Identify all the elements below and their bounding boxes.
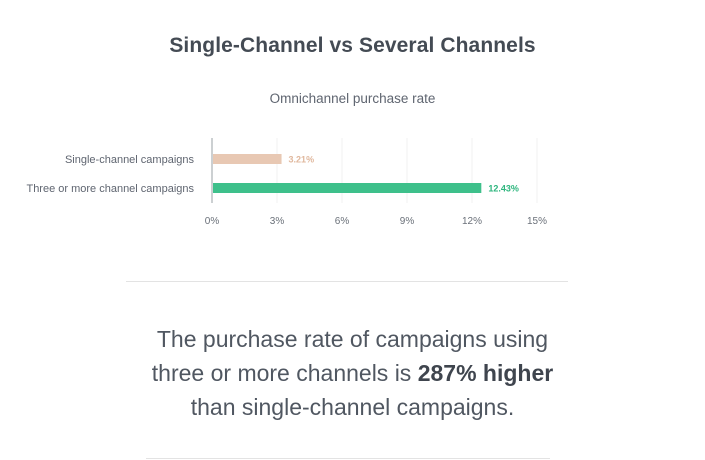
data-label: 3.21% <box>289 155 315 165</box>
bar <box>213 154 282 164</box>
statement-line-3: than single-channel campaigns. <box>190 394 515 420</box>
statement-line-2-text: three or more channels is <box>151 360 418 386</box>
summary-statement: The purchase rate of campaigns using thr… <box>0 322 705 424</box>
x-tick-label: 0% <box>205 216 220 227</box>
x-tick-label: 3% <box>270 216 285 227</box>
x-tick-label: 9% <box>400 216 415 227</box>
statement-highlight: 287% higher <box>417 360 554 386</box>
statement-line-1: The purchase rate of campaigns using <box>156 326 549 352</box>
bar-chart: Single-channel campaigns 3.21% Three or mo… <box>26 138 547 227</box>
statement-line-2: three or more channels is 287% higher <box>0 356 705 390</box>
category-label: Three or more channel campaigns <box>26 183 194 195</box>
x-tick-label: 6% <box>335 216 350 227</box>
chart-subtitle: Omnichannel purchase rate <box>269 91 436 106</box>
x-tick-label: 15% <box>527 216 547 227</box>
x-tick-label: 12% <box>462 216 482 227</box>
bar <box>213 183 482 193</box>
divider-top <box>126 281 568 282</box>
divider-bottom <box>146 458 550 459</box>
data-label: 12.43% <box>488 184 519 194</box>
chart-title: Single-Channel vs Several Channels <box>169 34 536 57</box>
category-label: Single-channel campaigns <box>65 154 195 166</box>
